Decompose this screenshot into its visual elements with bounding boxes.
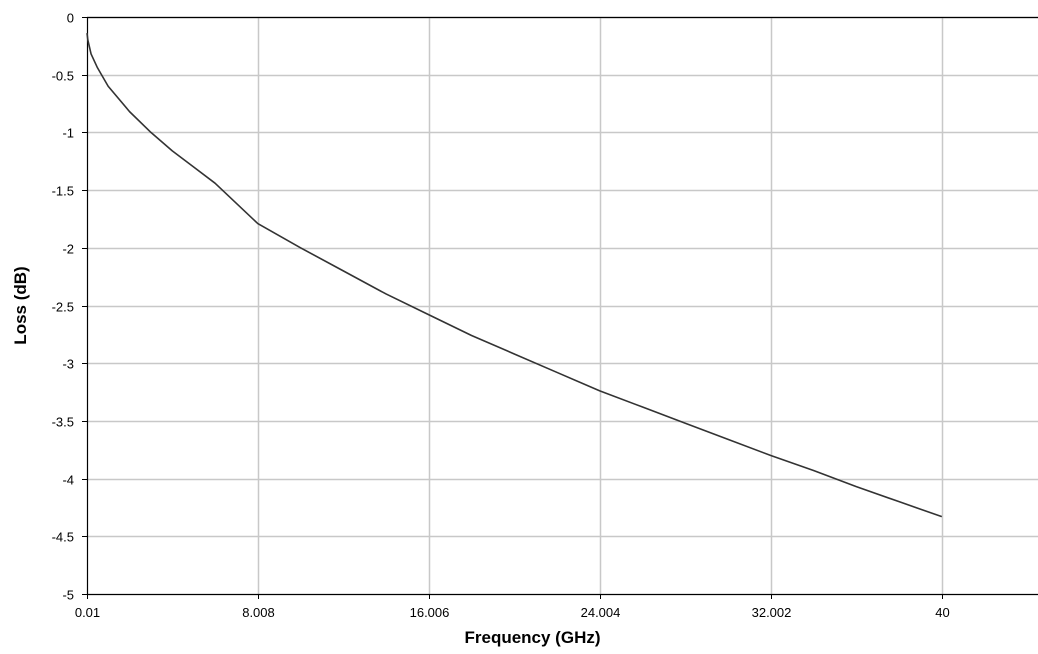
y-tick-label: -4.5 (52, 530, 74, 545)
y-tick-label: -3.5 (52, 415, 74, 430)
y-tick-label: -4 (62, 473, 74, 488)
y-tick-label: -0.5 (52, 69, 74, 84)
x-axis-title: Frequency (GHz) (464, 628, 600, 647)
x-tick-label: 32.002 (752, 605, 792, 620)
x-tick-label: 24.004 (581, 605, 621, 620)
y-tick-label: -2 (62, 242, 74, 257)
y-tick-label: -1 (62, 126, 74, 141)
y-tick-label: -3 (62, 357, 74, 372)
y-tick-label: -1.5 (52, 184, 74, 199)
x-tick-label: 40 (935, 605, 949, 620)
tick-labels: 0 -0.5 -1 -1.5 -2 -2.5 -3 -3.5 -4 -4.5 -50.01 8.008… (52, 11, 950, 621)
series (86, 33, 943, 518)
grid (87, 16, 1038, 594)
y-tick-label: 0 (67, 11, 74, 26)
x-tick-label: 0.01 (75, 605, 100, 620)
axes (82, 16, 1038, 599)
y-axis-title: Loss (dB) (11, 266, 30, 344)
y-tick-label: -2.5 (52, 300, 74, 315)
x-tick-label: 8.008 (242, 605, 275, 620)
series-line (86, 33, 943, 518)
x-tick-label: 16.006 (410, 605, 450, 620)
y-tick-label: -5 (62, 588, 74, 603)
